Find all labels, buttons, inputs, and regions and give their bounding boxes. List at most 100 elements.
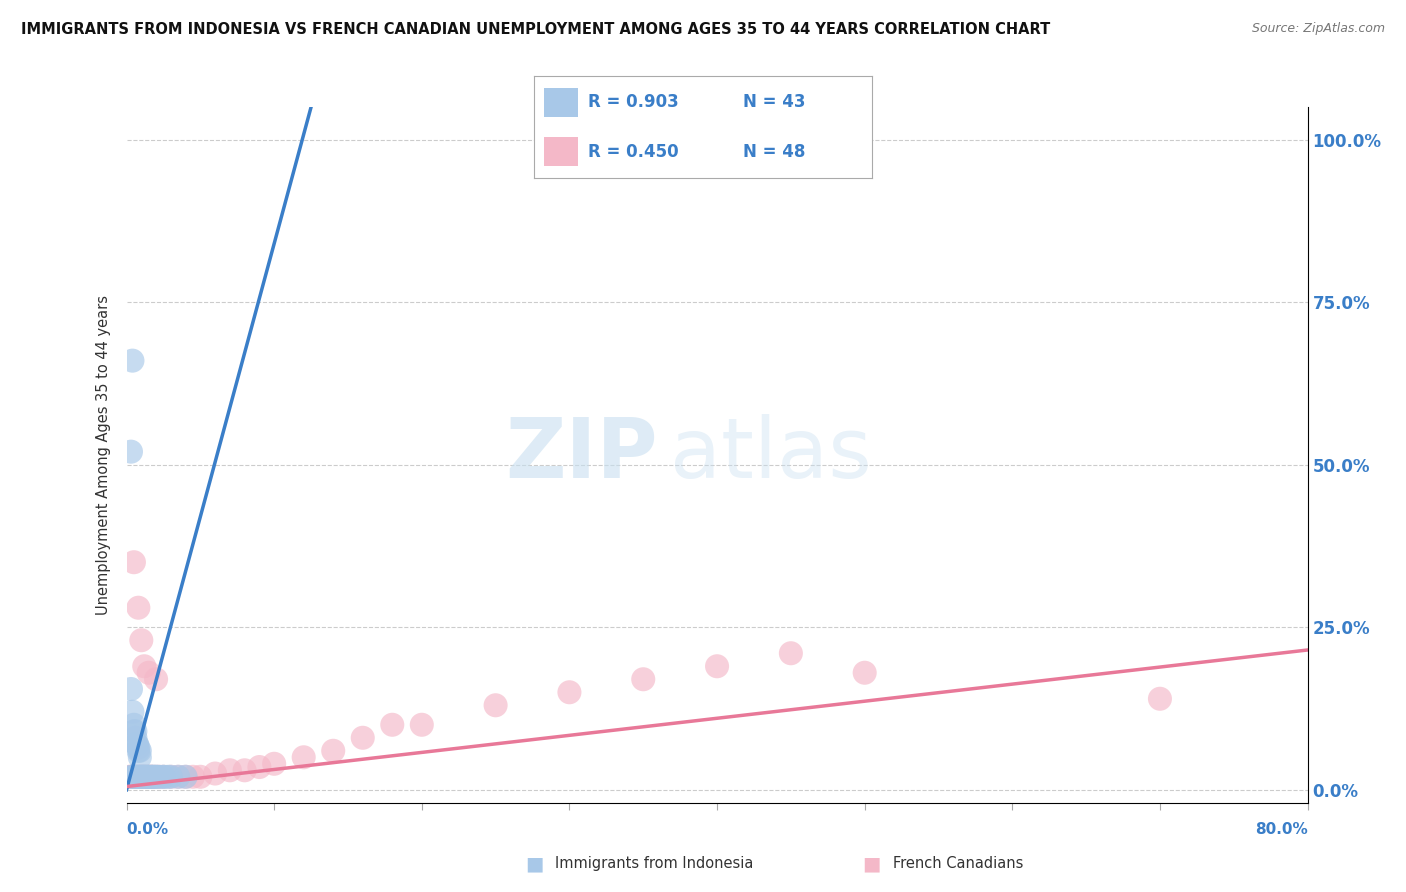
Point — [219, 764, 242, 778]
Point — [125, 770, 148, 784]
Point — [127, 770, 149, 784]
Text: R = 0.450: R = 0.450 — [588, 143, 679, 161]
Point — [322, 744, 344, 758]
Point — [134, 659, 156, 673]
Point — [139, 770, 162, 784]
Point — [120, 444, 142, 458]
Point — [142, 770, 165, 784]
Point — [120, 770, 142, 784]
Point — [127, 600, 149, 615]
Point — [174, 770, 197, 784]
Text: 0.0%: 0.0% — [127, 822, 169, 837]
Point — [484, 698, 508, 713]
Point — [181, 770, 204, 784]
Point — [124, 724, 146, 739]
Point — [152, 770, 174, 784]
Point — [125, 770, 148, 784]
Point — [124, 731, 146, 745]
Point — [129, 770, 153, 784]
Point — [125, 737, 148, 751]
Y-axis label: Unemployment Among Ages 35 to 44 years: Unemployment Among Ages 35 to 44 years — [96, 295, 111, 615]
Point — [136, 770, 159, 784]
Point — [148, 770, 170, 784]
Point — [853, 665, 876, 680]
Point — [139, 770, 162, 784]
Point — [132, 770, 155, 784]
Text: ■: ■ — [862, 854, 882, 873]
Point — [138, 770, 160, 784]
Point — [152, 770, 174, 784]
Point — [134, 770, 156, 784]
Point — [145, 672, 167, 686]
Point — [381, 718, 404, 732]
Point — [122, 718, 145, 732]
Point — [159, 770, 183, 784]
Text: R = 0.903: R = 0.903 — [588, 94, 679, 112]
Point — [134, 770, 156, 784]
Point — [263, 756, 285, 771]
Point — [156, 770, 179, 784]
Point — [128, 770, 150, 784]
Point — [138, 770, 160, 784]
Point — [129, 633, 153, 648]
Point — [135, 770, 157, 784]
Text: ZIP: ZIP — [506, 415, 658, 495]
Point — [121, 770, 143, 784]
Point — [779, 646, 801, 660]
Point — [122, 724, 145, 739]
Point — [121, 705, 143, 719]
Point — [120, 770, 142, 784]
Point — [128, 750, 150, 764]
Point — [167, 770, 190, 784]
Point — [127, 770, 149, 784]
Point — [125, 737, 148, 751]
Point — [142, 770, 165, 784]
Point — [136, 770, 159, 784]
Point — [129, 770, 153, 784]
Point — [411, 718, 433, 732]
Text: Immigrants from Indonesia: Immigrants from Indonesia — [555, 856, 754, 871]
Point — [135, 770, 157, 784]
Point — [132, 770, 155, 784]
Point — [141, 770, 163, 784]
Point — [631, 672, 654, 686]
Point — [159, 770, 183, 784]
Point — [152, 770, 174, 784]
Text: 80.0%: 80.0% — [1254, 822, 1308, 837]
Point — [128, 770, 150, 784]
Point — [148, 770, 170, 784]
Point — [145, 770, 167, 784]
Text: ■: ■ — [524, 854, 544, 873]
Text: atlas: atlas — [669, 415, 872, 495]
Point — [128, 744, 150, 758]
Point — [121, 770, 143, 784]
Point — [127, 744, 149, 758]
Point — [292, 750, 315, 764]
Point — [352, 731, 374, 745]
Point — [188, 770, 211, 784]
Point — [138, 665, 160, 680]
Point — [141, 770, 163, 784]
Point — [120, 681, 142, 696]
Point — [204, 766, 226, 780]
Point — [129, 770, 153, 784]
Point — [124, 770, 146, 784]
Point — [167, 770, 190, 784]
Point — [174, 770, 197, 784]
Point — [121, 353, 143, 368]
Point — [145, 770, 167, 784]
Point — [233, 764, 256, 778]
Point — [706, 659, 728, 673]
Point — [122, 770, 145, 784]
Point — [558, 685, 581, 699]
Point — [138, 770, 160, 784]
Point — [1149, 691, 1171, 706]
Text: French Canadians: French Canadians — [893, 856, 1024, 871]
Point — [142, 770, 165, 784]
Point — [122, 770, 145, 784]
FancyBboxPatch shape — [544, 88, 578, 117]
Text: Source: ZipAtlas.com: Source: ZipAtlas.com — [1251, 22, 1385, 36]
Point — [145, 770, 167, 784]
Point — [127, 740, 149, 755]
Point — [118, 770, 141, 784]
